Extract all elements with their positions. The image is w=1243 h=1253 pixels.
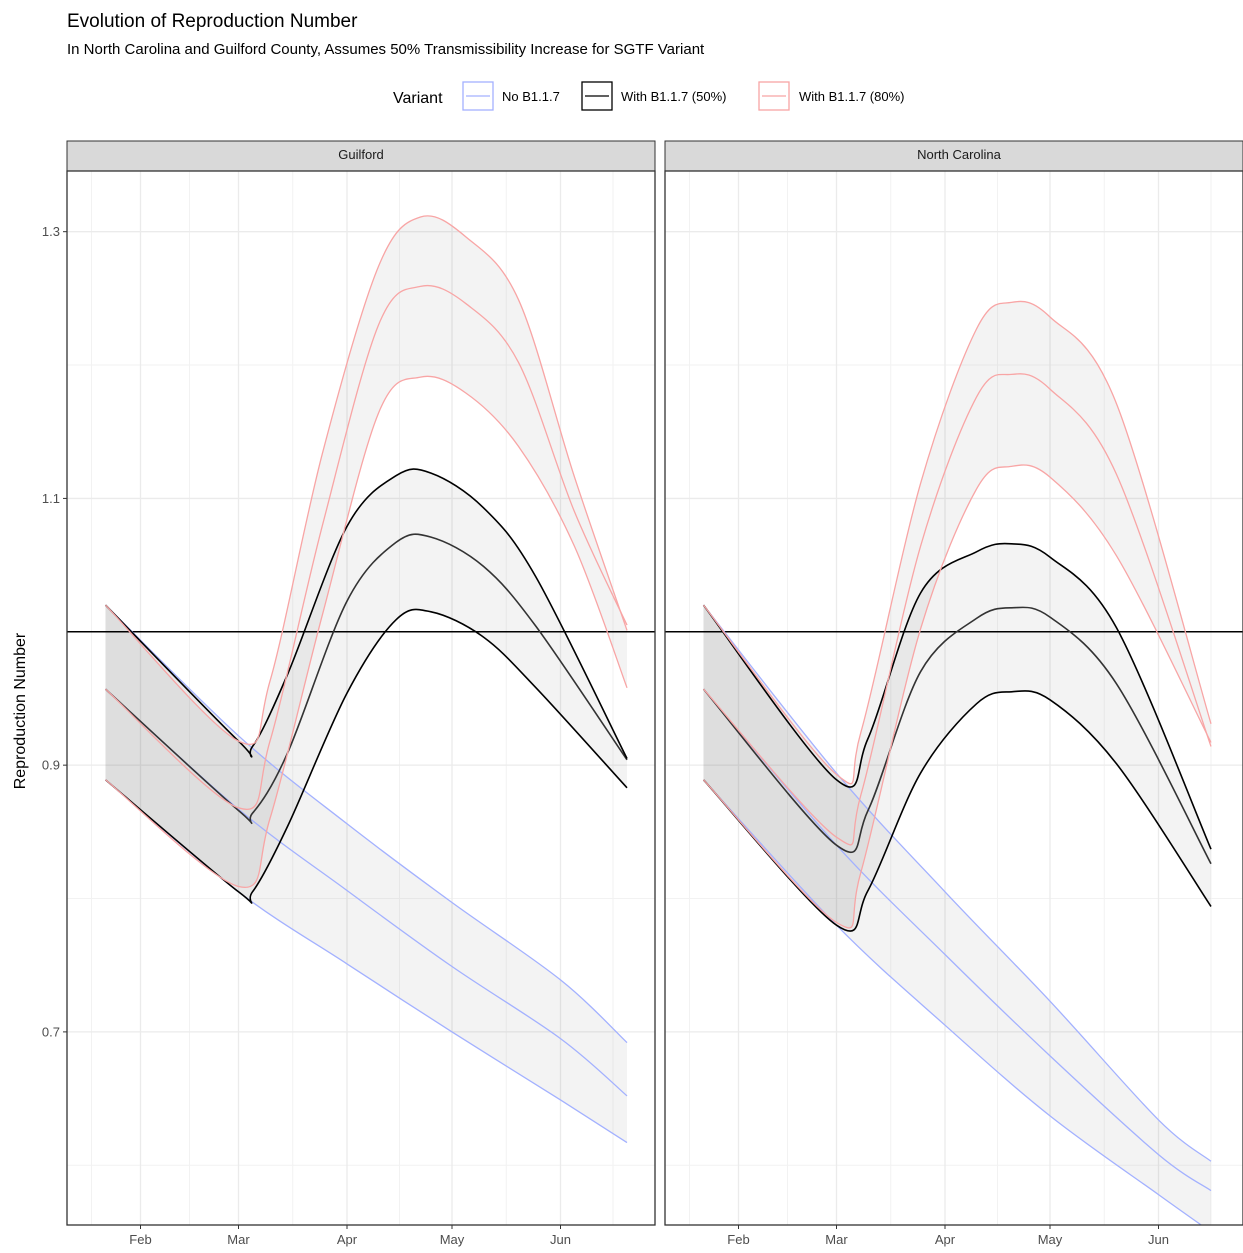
legend-label-no-b117: No B1.1.7 (502, 89, 560, 104)
x-tick-label: Mar (227, 1232, 250, 1247)
y-tick-label: 1.3 (42, 224, 60, 239)
x-tick-label: May (440, 1232, 465, 1247)
line-with-b1-1-7-50-low (104, 608, 628, 904)
x-tick-label: Feb (727, 1232, 749, 1247)
line-with-b1-1-7-50-mid (702, 606, 1212, 865)
line-no-b1-1-7-high (702, 604, 1212, 1162)
line-no-b1-1-7-high (105, 604, 628, 1044)
x-tick-label: Apr (935, 1232, 956, 1247)
line-with-b1-1-7-80-low (703, 464, 1212, 929)
line-with-b1-1-7-50-low (702, 690, 1212, 932)
ribbon-no-b1-1-7 (703, 605, 1211, 1225)
x-tick-label: Jun (1148, 1232, 1169, 1247)
line-with-b1-1-7-50-high (702, 542, 1212, 850)
plot-background (665, 171, 1243, 1225)
y-tick-label: 1.1 (42, 491, 60, 506)
plot-area (665, 171, 1243, 1225)
plot-area (67, 171, 655, 1225)
facet-strip (664, 140, 1243, 172)
x-tick-label: Apr (337, 1232, 358, 1247)
legend-label-with-b117-50: With B1.1.7 (50%) (621, 89, 727, 104)
legend-title: Variant (393, 90, 443, 107)
ribbon-with-b1-1-7-80 (703, 301, 1211, 928)
line-with-b1-1-7-50-mid (104, 533, 628, 825)
plot-background (67, 171, 655, 1225)
chart-subtitle: In North Carolina and Guilford County, A… (67, 41, 705, 58)
line-with-b1-1-7-80-high (105, 215, 628, 746)
ribbon-with-b1-1-7-50 (703, 543, 1211, 932)
facet-label: North Carolina (917, 147, 1002, 162)
panel-north-carolina: North Carolina Feb Mar Apr May Jun (664, 140, 1243, 1247)
x-tick-label: Mar (825, 1232, 848, 1247)
line-with-b1-1-7-80-mid (703, 373, 1212, 846)
line-with-b1-1-7-80-low (105, 375, 628, 889)
y-axis-label: Reproduction Number (12, 632, 29, 789)
y-tick-label: 0.9 (42, 758, 60, 773)
legend-label-with-b117-80: With B1.1.7 (80%) (799, 89, 905, 104)
legend: Variant No B1.1.7 With B1.1.7 (50%) With… (393, 81, 905, 111)
panel-guilford: Guilford Feb Mar Apr May Jun 0.7 0.9 1.1 1.3 (42, 140, 656, 1247)
facet-panels: Guilford Feb Mar Apr May Jun 0.7 0.9 1.1 1.3 North… (42, 140, 1243, 1247)
chart-title: Evolution of Reproduction Number (67, 11, 358, 32)
panel-border (664, 170, 1243, 1226)
panel-border (66, 170, 656, 1226)
line-with-b1-1-7-80-mid (105, 284, 628, 810)
line-no-b1-1-7-low (703, 779, 1203, 1225)
x-tick-label: May (1038, 1232, 1063, 1247)
line-with-b1-1-7-50-high (104, 468, 628, 759)
facet-label: Guilford (338, 147, 384, 162)
line-no-b1-1-7-mid (703, 688, 1212, 1192)
ribbon-with-b1-1-7-80 (105, 215, 627, 888)
x-tick-label: Feb (129, 1232, 151, 1247)
line-with-b1-1-7-80-high (702, 300, 1212, 785)
y-tick-label: 0.7 (42, 1024, 60, 1039)
x-tick-label: Jun (550, 1232, 571, 1247)
